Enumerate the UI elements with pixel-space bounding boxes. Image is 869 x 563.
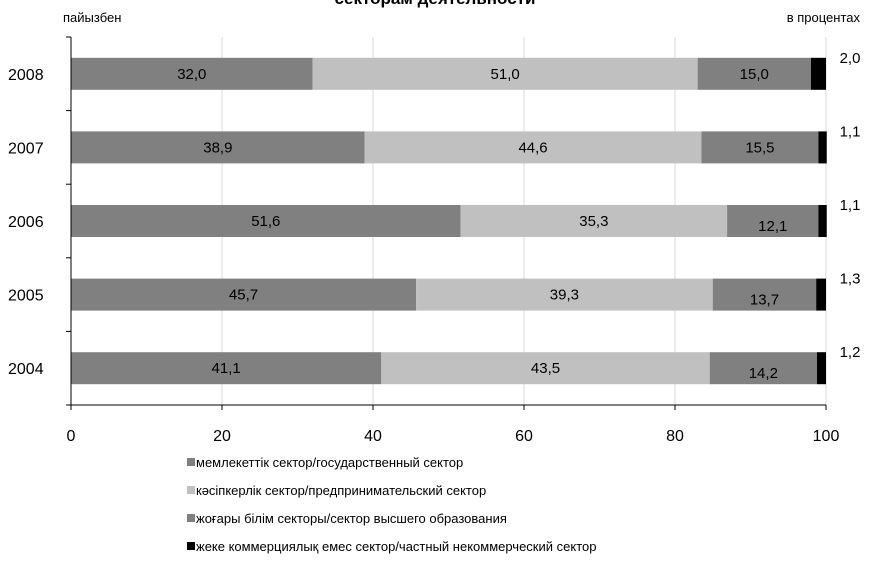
bar-segment: [312, 57, 698, 90]
category-label: 2005: [8, 288, 44, 305]
x-tick-label: 40: [364, 428, 382, 445]
x-tick-label: 100: [813, 428, 840, 445]
data-label: 1,2: [840, 344, 861, 361]
bar-segment: [71, 352, 382, 385]
category-label: 2007: [8, 140, 44, 157]
data-label: 1,1: [840, 197, 861, 214]
legend-swatch: [187, 486, 195, 494]
bar-segment: [71, 131, 365, 164]
bar-segment: [71, 278, 417, 311]
bar-segment: [810, 57, 826, 90]
data-label: 15,0: [740, 66, 769, 83]
unit-label-left: пайызбен: [63, 10, 121, 25]
bar-segment: [381, 352, 710, 385]
bar-segment: [460, 205, 728, 237]
x-tick-label: 0: [67, 428, 76, 445]
data-label: 43,5: [531, 360, 560, 377]
axis-layer: [66, 36, 827, 410]
data-label: 12,1: [758, 218, 787, 235]
bar-segment: [712, 278, 817, 311]
bar-segment: [701, 131, 819, 164]
data-label: 39,3: [550, 287, 579, 304]
bar-segment: [697, 57, 811, 90]
data-label: 2,0: [840, 50, 861, 67]
legend-swatch: [187, 542, 195, 550]
data-label: 41,1: [212, 360, 241, 377]
bar-segment: [364, 131, 702, 164]
legend-label: мемлекеттік сектор/государственный секто…: [196, 455, 463, 470]
unit-label-right: в процентах: [787, 10, 861, 25]
data-label: 14,2: [749, 365, 778, 382]
data-label: 32,0: [177, 66, 206, 83]
category-label: 2006: [8, 214, 44, 231]
bar-segment: [71, 57, 313, 90]
data-label: 44,6: [518, 139, 547, 156]
data-label: 45,7: [229, 287, 258, 304]
category-label: 2004: [8, 361, 44, 378]
category-label: 2008: [8, 67, 44, 84]
legend-swatch: [187, 458, 195, 466]
data-label: 38,9: [203, 139, 232, 156]
data-label: 1,3: [840, 271, 861, 288]
bar-segment: [709, 352, 817, 385]
bar-segment: [818, 205, 827, 237]
legend-label: жоғары білім секторы/сектор высшего обра…: [196, 511, 507, 526]
bar-segment: [816, 352, 826, 385]
bar-segment: [818, 131, 827, 164]
legend-label: жеке коммерциялық емес сектор/частный не…: [196, 539, 596, 554]
data-label: 13,7: [750, 292, 779, 309]
bar-segment: [416, 278, 713, 311]
data-label: 1,1: [840, 123, 861, 140]
data-label: 51,6: [251, 213, 280, 230]
data-label: 15,5: [745, 139, 774, 156]
x-tick-label: 80: [666, 428, 684, 445]
legend: мемлекеттік сектор/государственный секто…: [187, 455, 596, 554]
data-label: 35,3: [579, 213, 608, 230]
bar-segment: [727, 205, 819, 237]
data-label: 51,0: [491, 66, 520, 83]
bars-layer: [71, 57, 827, 385]
bar-segment: [816, 278, 826, 311]
x-tick-label: 60: [515, 428, 533, 445]
bar-segment: [71, 205, 461, 237]
legend-label: кәсіпкерлік сектор/предпринимательский с…: [196, 483, 486, 498]
legend-swatch: [187, 514, 195, 522]
x-tick-label: 20: [213, 428, 231, 445]
chart-title: секторам деятельности: [335, 0, 536, 8]
labels-layer: 0 20 40 60 80 100 2008 32,0 51,0 15,0 2,0 2007 38,9 4…: [8, 50, 860, 445]
